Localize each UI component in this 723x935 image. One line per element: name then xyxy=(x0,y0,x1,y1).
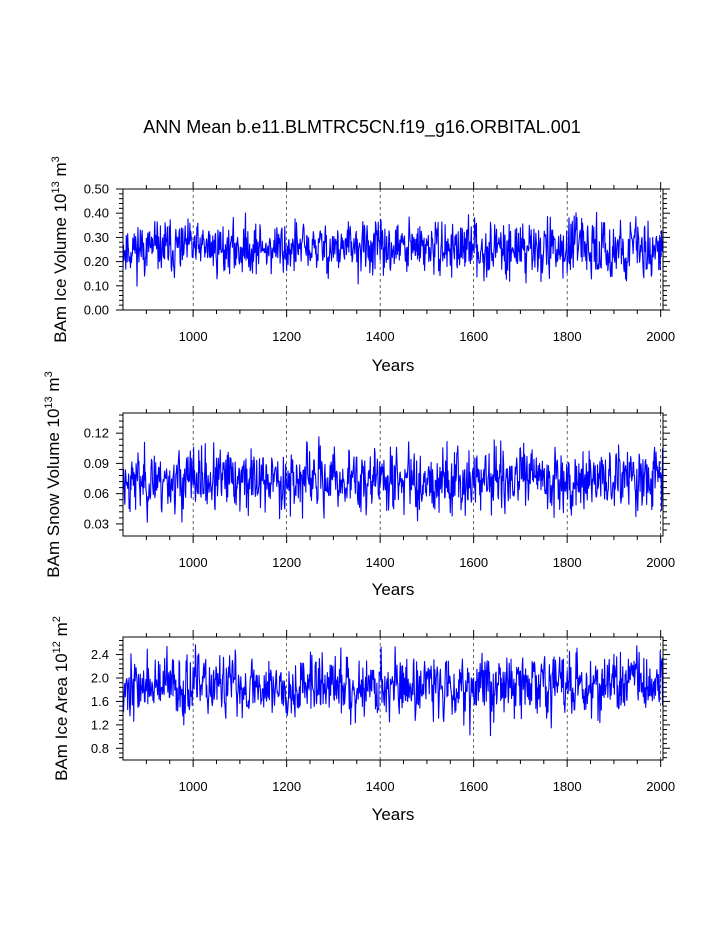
x-tick-label: 2000 xyxy=(646,329,675,344)
plot-frame xyxy=(122,636,664,761)
series-line-ice-volume xyxy=(122,211,664,287)
y-tick-label: 2.0 xyxy=(91,671,109,686)
y-tick-label: 1.6 xyxy=(91,694,109,709)
x-tick-label: 1800 xyxy=(553,329,582,344)
chart-panel-ice-area: 1000 1200 1400 1600 1800 2000 0.8 1.2 1.6 2.0 2.4 Y… xyxy=(51,616,675,824)
chart-panel-snow-volume: 1000 1200 1400 1600 1800 2000 0.03 0.06 0.09 0.12… xyxy=(43,371,675,599)
y-axis-label: BAm Snow Volume 1013 m3 xyxy=(43,371,63,577)
x-tick-label: 2000 xyxy=(646,555,675,570)
x-axis-label: Years xyxy=(372,580,415,599)
series-line-snow-volume xyxy=(122,436,664,523)
x-axis-label: Years xyxy=(372,356,415,375)
series-line-ice-area xyxy=(122,644,664,737)
y-tick-label: 0.09 xyxy=(84,456,109,471)
x-tick-label: 1600 xyxy=(459,555,488,570)
x-tick-label: 1000 xyxy=(179,779,208,794)
x-tick-label: 1800 xyxy=(553,779,582,794)
x-tick-label: 2000 xyxy=(646,779,675,794)
y-tick-label: 0.03 xyxy=(84,516,109,531)
y-tick-label: 0.00 xyxy=(84,303,109,318)
y-tick-label: 0.8 xyxy=(91,741,109,756)
y-tick-label: 0.10 xyxy=(84,278,109,293)
plot-frame xyxy=(122,412,664,537)
y-tick-label: 0.50 xyxy=(84,182,109,197)
x-tick-label: 1200 xyxy=(272,329,301,344)
x-tick-label: 1000 xyxy=(179,555,208,570)
plot-frame xyxy=(122,188,664,311)
x-tick-label: 1400 xyxy=(366,779,395,794)
x-tick-label: 1400 xyxy=(366,329,395,344)
y-tick-label: 0.30 xyxy=(84,230,109,245)
x-tick-label: 1600 xyxy=(459,329,488,344)
x-tick-label: 1400 xyxy=(366,555,395,570)
x-tick-label: 1800 xyxy=(553,555,582,570)
y-axis-label: BAm Ice Volume 1013 m3 xyxy=(50,156,70,343)
y-axis-label: BAm Ice Area 1012 m2 xyxy=(51,616,71,781)
y-tick-label: 0.12 xyxy=(84,426,109,441)
x-tick-label: 1000 xyxy=(179,329,208,344)
y-tick-label: 2.4 xyxy=(91,647,109,662)
x-tick-label: 1200 xyxy=(272,779,301,794)
y-tick-label: 1.2 xyxy=(91,717,109,732)
y-tick-label: 0.40 xyxy=(84,206,109,221)
x-tick-label: 1600 xyxy=(459,779,488,794)
figure-title: ANN Mean b.e11.BLMTRC5CN.f19_g16.ORBITAL… xyxy=(143,117,581,138)
x-axis-label: Years xyxy=(372,805,415,824)
y-tick-label: 0.06 xyxy=(84,486,109,501)
x-tick-label: 1200 xyxy=(272,555,301,570)
chart-panel-ice-volume: 1000 1200 1400 1600 1800 2000 0.00 0.10 0.20 0.30… xyxy=(50,156,675,375)
y-tick-label: 0.20 xyxy=(84,254,109,269)
